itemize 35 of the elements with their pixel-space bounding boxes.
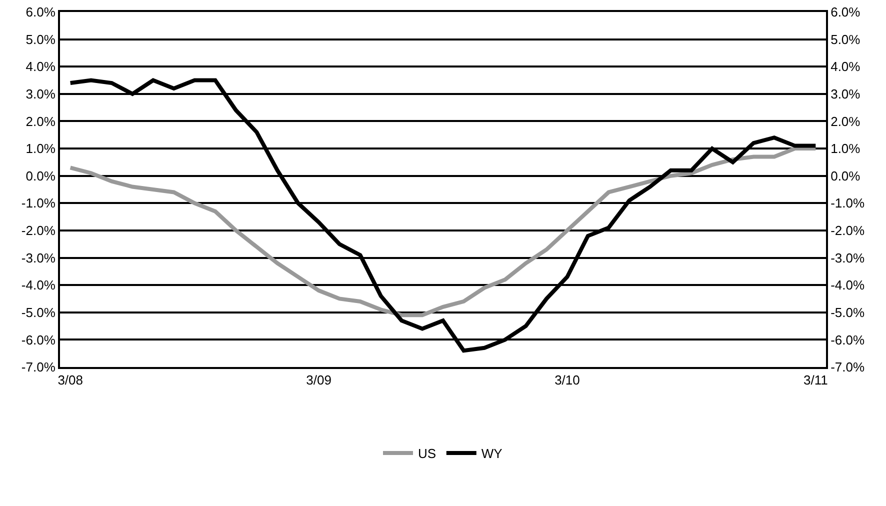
y-tick-label: -1.0% xyxy=(21,196,56,211)
y-tick-label: -2.0% xyxy=(21,223,56,238)
y2-tick-label: -3.0% xyxy=(830,250,865,266)
y2-tick-label: 3.0% xyxy=(830,86,861,102)
y2-tick-label: -2.0% xyxy=(830,223,865,238)
y-tick-label: 3.0% xyxy=(26,86,56,102)
y2-tick-label: -6.0% xyxy=(830,332,865,348)
y2-tick-label: -7.0% xyxy=(830,360,865,375)
y-tick-label: -6.0% xyxy=(21,332,56,348)
y2-tick-label: 6.0% xyxy=(830,4,861,20)
x-tick-label: 3/09 xyxy=(306,372,332,388)
y2-tick-label: 5.0% xyxy=(830,32,861,47)
y-tick-label: 0.0% xyxy=(26,168,56,184)
x-tick-label: 3/08 xyxy=(58,372,84,388)
y-tick-label: -3.0% xyxy=(21,250,56,266)
y2-tick-label: 1.0% xyxy=(830,141,861,156)
x-tick-label: 3/11 xyxy=(803,372,828,388)
y-tick-label: 6.0% xyxy=(26,4,56,20)
y-tick-label: 2.0% xyxy=(26,114,56,129)
y2-tick-label: -5.0% xyxy=(830,304,865,320)
legend-label: US xyxy=(418,446,436,462)
y-tick-label: -5.0% xyxy=(21,304,56,320)
y-tick-label: 4.0% xyxy=(26,59,56,74)
y2-tick-label: 0.0% xyxy=(830,168,861,184)
x-tick-label: 3/10 xyxy=(554,372,580,388)
y2-tick-label: -1.0% xyxy=(830,196,865,211)
y-tick-label: -4.0% xyxy=(21,278,56,293)
line-series xyxy=(68,146,818,318)
y-tick-label: 5.0% xyxy=(26,32,56,47)
y2-tick-label: 2.0% xyxy=(830,114,861,129)
y-tick-label: 1.0% xyxy=(26,141,56,156)
y2-tick-label: -4.0% xyxy=(830,278,865,293)
legend-label: WY xyxy=(481,446,503,462)
y-tick-label: -7.0% xyxy=(21,360,56,375)
y2-tick-label: 4.0% xyxy=(830,59,861,74)
